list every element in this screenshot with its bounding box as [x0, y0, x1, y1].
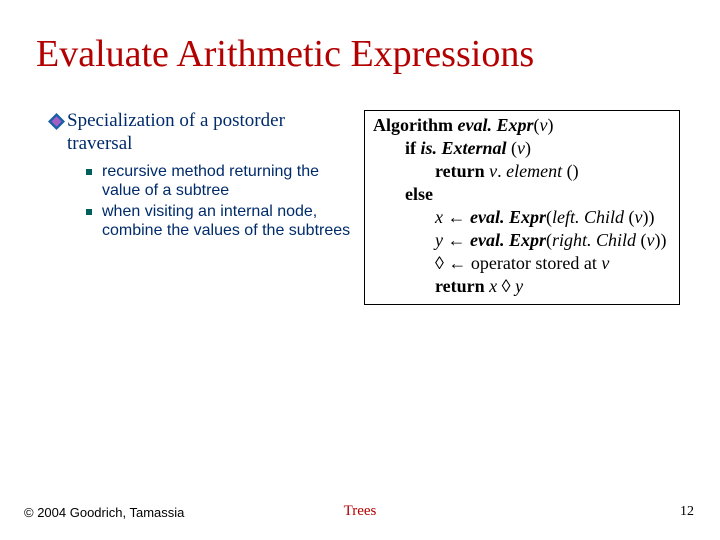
footer-center: Trees [0, 503, 720, 520]
sub-bullet-text: recursive method returning the value of … [102, 162, 356, 200]
square-bullet-icon [86, 169, 92, 175]
algorithm-box: Algorithm eval. Expr(v)if is. External (… [364, 110, 680, 305]
sub-bullet-text: when visiting an internal node, combine … [102, 202, 356, 240]
content-area: Specialization of a postorder traversal … [48, 110, 696, 305]
sub-bullet-row: when visiting an internal node, combine … [86, 202, 356, 240]
algo-line: return v. element () [373, 160, 671, 183]
square-bullet-icon [86, 209, 92, 215]
algo-line: return x ◊ y [373, 275, 671, 298]
algo-line: y ← eval. Expr(right. Child (v)) [373, 229, 671, 252]
main-bullet-text: Specialization of a postorder traversal [67, 110, 285, 156]
algo-line: ◊ ← operator stored at v [373, 252, 671, 275]
sub-bullet-list: recursive method returning the value of … [86, 162, 356, 241]
diamond-bullet-icon [48, 113, 65, 130]
algo-line: x ← eval. Expr(left. Child (v)) [373, 206, 671, 229]
algo-line: if is. External (v) [373, 137, 671, 160]
slide-title: Evaluate Arithmetic Expressions [36, 32, 534, 76]
footer-page-number: 12 [680, 504, 694, 520]
algo-header: Algorithm eval. Expr(v) [373, 114, 671, 137]
main-bullet-row: Specialization of a postorder traversal [48, 110, 356, 156]
right-column: Algorithm eval. Expr(v)if is. External (… [364, 110, 680, 305]
left-column: Specialization of a postorder traversal … [48, 110, 364, 305]
algo-line: else [373, 183, 671, 206]
main-bullet-line1: Specialization of a postorder [67, 110, 285, 133]
sub-bullet-row: recursive method returning the value of … [86, 162, 356, 200]
main-bullet-line2: traversal [67, 133, 285, 156]
